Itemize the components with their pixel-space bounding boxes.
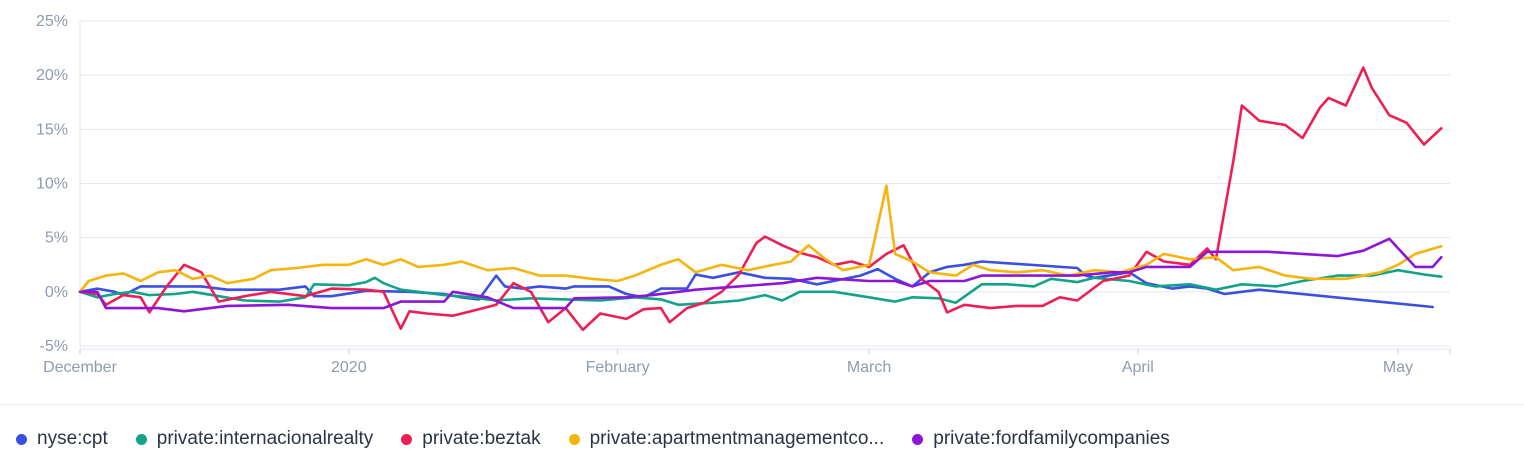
tick-labels: -5% 0% 5% 10% 15% 20% 25% December 2020 February M…: [36, 13, 1413, 376]
legend-label: nyse:cpt: [37, 428, 108, 449]
legend-dot-icon: [135, 433, 147, 445]
y-tick-label: 0%: [45, 284, 68, 301]
series-line-4[interactable]: [78, 184, 1443, 294]
legend-label: private:fordfamilycompanies: [933, 428, 1170, 449]
legend-divider: [0, 404, 1524, 405]
gridlines: [80, 20, 1450, 347]
x-tick-label: March: [847, 359, 891, 376]
x-tick-label: 2020: [331, 359, 367, 376]
legend-dot-icon: [912, 433, 924, 445]
line-chart: -5% 0% 5% 10% 15% 20% 25% December 2020 February M…: [36, 13, 1451, 376]
legend-label: private:internacionalrealty: [156, 428, 374, 449]
y-tick-label: 5%: [45, 230, 68, 247]
legend-label: private:apartmentmanagementco...: [589, 428, 885, 449]
x-tick-label: December: [43, 359, 117, 376]
x-tick-label: May: [1383, 359, 1413, 376]
legend-dot-icon: [16, 433, 27, 445]
legend-dot-icon: [568, 433, 580, 445]
series-line-1[interactable]: [78, 260, 1434, 309]
y-tick-label: 20%: [36, 67, 68, 84]
x-tick-label: April: [1122, 359, 1154, 376]
legend-item[interactable]: private:fordfamilycompanies: [912, 428, 1170, 450]
series-line-3[interactable]: [78, 66, 1443, 332]
legend: nyse:cpt private:internacionalrealty priva…: [16, 428, 1198, 450]
y-tick-label: 25%: [36, 13, 68, 30]
y-tick-label: 15%: [36, 121, 68, 138]
legend-dot-icon: [401, 433, 413, 445]
legend-item[interactable]: private:beztak: [401, 428, 541, 450]
series-line-5[interactable]: [78, 237, 1443, 313]
y-tick-label: -5%: [40, 338, 68, 355]
series-line-2[interactable]: [78, 268, 1443, 307]
legend-label: private:beztak: [422, 428, 541, 449]
series-lines: [78, 66, 1443, 332]
legend-item[interactable]: private:apartmentmanagementco...: [568, 428, 885, 450]
legend-item[interactable]: nyse:cpt: [16, 428, 108, 450]
legend-item[interactable]: private:internacionalrealty: [135, 428, 374, 450]
y-tick-label: 10%: [36, 176, 68, 193]
x-tick-label: February: [586, 359, 650, 376]
